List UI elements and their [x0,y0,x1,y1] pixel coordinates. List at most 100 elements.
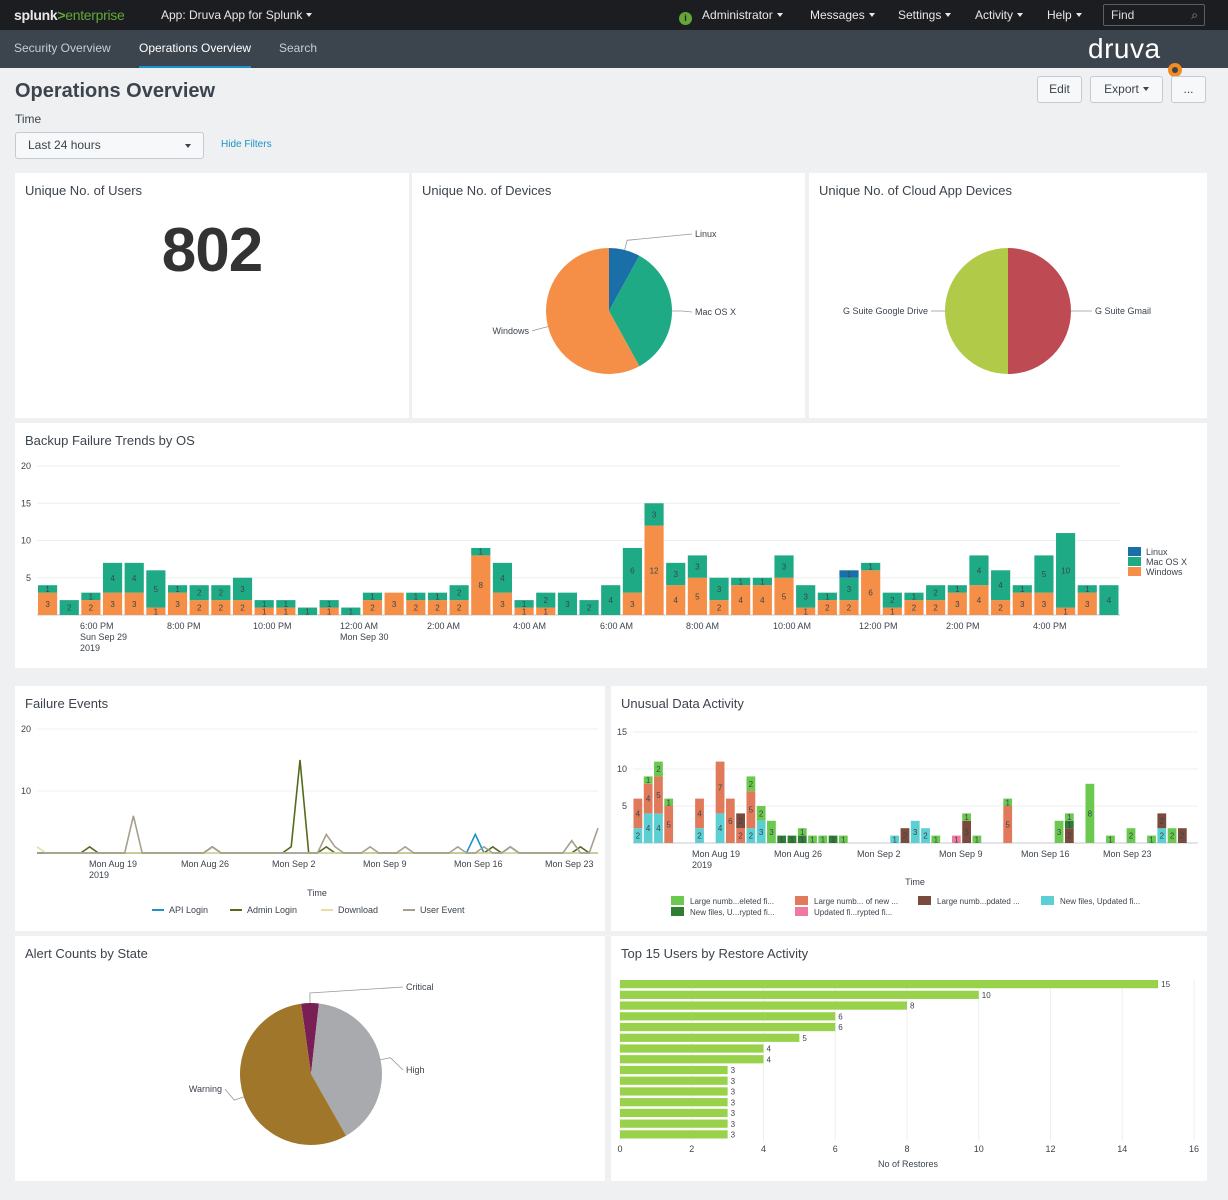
panel-title: Unusual Data Activity [621,696,744,711]
bar-segment [1034,555,1054,593]
bar-segment [449,600,469,615]
x-tick-label: 6:00 PM [80,621,114,631]
bar-value-label: 4 [767,1055,772,1064]
legend-label: Updated fi...rypted fi... [814,908,892,917]
messages-menu[interactable]: Messages [810,0,875,30]
tab-search[interactable]: Search [279,41,318,55]
bar-segment [211,585,231,601]
bar-value-label: 2 [240,604,245,613]
bar [620,1098,728,1107]
bar-segment [406,600,426,615]
bar-segment [756,806,766,821]
x-tick-label: Mon Sep 2 [272,859,316,869]
x-tick-label: 12:00 PM [859,621,898,631]
x-tick-label: 2:00 AM [427,621,460,631]
bar-value-label: 3 [630,600,635,609]
bar-segment [654,761,663,777]
bar-segment [644,525,664,615]
bar-segment [232,577,253,601]
bar-segment [796,607,816,615]
bar-value-label: 15 [1161,980,1170,989]
bar-segment [1177,828,1187,843]
bar-value-label: 1 [646,776,651,785]
bar-value-label: 1 [284,600,289,609]
bar-value-label: 4 [110,574,115,583]
bar-segment [664,806,674,843]
chevron-down-icon [776,13,783,17]
leader-line [380,1057,404,1071]
bar-segment [254,600,274,608]
bar-value-label: 3 [1085,600,1090,609]
bar-value-label: 1 [435,592,440,601]
export-button[interactable]: Export [1090,76,1163,103]
bar-segment [715,813,725,843]
bar-segment [1003,798,1013,806]
bar-segment [38,585,58,593]
bar-value-label: 1 [1149,835,1154,844]
bar [620,1119,728,1128]
bar-segment [666,562,686,586]
bar-segment [1147,835,1156,843]
bar-value-label: 2 [197,604,202,613]
devices-pie-chart: Linux Mac OS X Windows [492,229,736,374]
bar-segment [514,607,534,615]
splunk-logo[interactable]: splunk>enterprise [14,0,125,30]
tab-operations-overview[interactable]: Operations Overview [139,30,252,68]
legend-label: Download [338,905,378,915]
bar-segment [882,592,902,608]
bar-value-label: 2 [933,604,938,613]
hide-filters-link[interactable]: Hide Filters [221,139,272,150]
bar-segment [167,592,188,615]
x-tick-label: Mon Aug 19 [89,859,137,869]
y-tick-label: 20 [21,724,31,734]
admin-menu[interactable]: i Administrator [679,0,783,30]
time-range-picker[interactable]: Last 24 hours [15,132,204,159]
bar-segment [752,577,772,586]
legend-label: API Login [169,905,208,915]
tab-security-overview[interactable]: Security Overview [14,41,111,55]
bar-value-label: 5 [1005,821,1010,830]
pie-label: Critical [406,982,434,992]
settings-menu[interactable]: Settings [898,0,952,30]
admin-menu-label: Administrator [702,8,773,22]
bar-value-label: 2 [544,596,549,605]
x-tick-label: 10:00 PM [253,621,292,631]
pie-slice [301,1003,319,1074]
x-tick-label: 12:00 AM [340,621,378,631]
bar-value-label: 4 [767,1045,772,1054]
bar-value-label: 8 [910,1002,915,1011]
bar-value-label: 1 [803,607,808,616]
bar-segment [695,828,704,843]
bar-segment [808,835,817,843]
edit-button[interactable]: Edit [1037,76,1082,103]
bar-value-label: 3 [1057,828,1062,837]
bar-segment [900,828,910,843]
legend-swatch [671,907,684,916]
x-tick-label: 2019 [692,860,712,870]
x-tick-label: Mon Sep 9 [363,859,407,869]
help-menu[interactable]: Help [1047,0,1082,30]
bar-value-label: 3 [1042,600,1047,609]
legend-swatch [918,896,931,905]
app-menu[interactable]: App: Druva App for Splunk [161,0,313,30]
bar-segment [731,585,751,615]
bar-segment [951,835,961,843]
panel-cloud-devices: Unique No. of Cloud App Devices G Suite … [809,173,1207,418]
activity-menu[interactable]: Activity [975,0,1024,30]
bar-value-label: 3 [803,592,808,601]
more-actions-button[interactable]: ... [1171,76,1206,103]
x-tick-label: Mon Aug 19 [692,849,740,859]
bar-value-label: 2 [1160,817,1165,826]
find-input[interactable]: Find ⌕ [1103,4,1205,26]
bar-segment [1157,828,1167,843]
bar-value-label: 1 [964,813,969,822]
bar-segment [1106,835,1115,843]
bar-value-label: 7 [718,784,723,793]
bar-segment [969,555,989,586]
bar-segment [59,600,79,615]
bar [620,980,1159,989]
bar-segment [146,570,166,608]
legend-swatch [795,907,808,916]
